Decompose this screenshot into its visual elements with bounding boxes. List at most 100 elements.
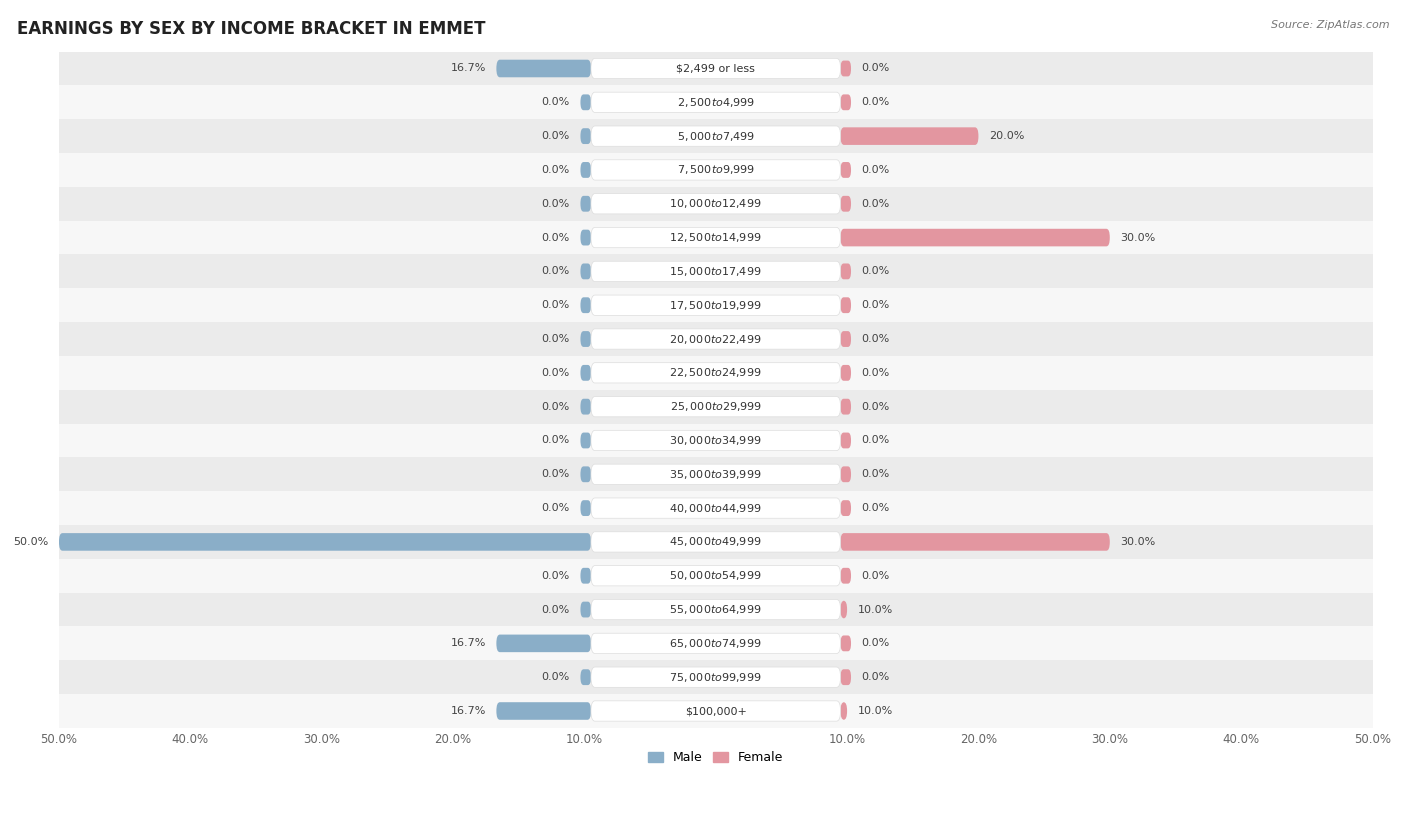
- Text: 0.0%: 0.0%: [862, 334, 890, 344]
- FancyBboxPatch shape: [841, 331, 851, 347]
- Text: $15,000 to $17,499: $15,000 to $17,499: [669, 265, 762, 278]
- Text: 0.0%: 0.0%: [862, 503, 890, 513]
- FancyBboxPatch shape: [581, 263, 591, 280]
- Text: 0.0%: 0.0%: [541, 267, 569, 276]
- FancyBboxPatch shape: [591, 667, 841, 687]
- Text: $22,500 to $24,999: $22,500 to $24,999: [669, 367, 762, 380]
- Bar: [59, 322, 1372, 356]
- Text: 0.0%: 0.0%: [862, 198, 890, 209]
- Text: 0.0%: 0.0%: [862, 571, 890, 580]
- FancyBboxPatch shape: [591, 92, 841, 112]
- FancyBboxPatch shape: [496, 635, 591, 652]
- FancyBboxPatch shape: [841, 467, 851, 482]
- Text: 0.0%: 0.0%: [541, 334, 569, 344]
- Bar: [59, 120, 1372, 153]
- FancyBboxPatch shape: [496, 59, 591, 77]
- Bar: [59, 289, 1372, 322]
- Text: 0.0%: 0.0%: [541, 605, 569, 615]
- FancyBboxPatch shape: [591, 193, 841, 214]
- FancyBboxPatch shape: [581, 94, 591, 111]
- FancyBboxPatch shape: [841, 567, 851, 584]
- Text: $50,000 to $54,999: $50,000 to $54,999: [669, 569, 762, 582]
- Text: 30.0%: 30.0%: [1121, 537, 1156, 547]
- Bar: [59, 424, 1372, 458]
- FancyBboxPatch shape: [841, 636, 851, 651]
- Text: 16.7%: 16.7%: [450, 638, 486, 649]
- FancyBboxPatch shape: [591, 566, 841, 586]
- FancyBboxPatch shape: [581, 298, 591, 313]
- FancyBboxPatch shape: [841, 365, 851, 380]
- Text: $35,000 to $39,999: $35,000 to $39,999: [669, 467, 762, 480]
- Text: EARNINGS BY SEX BY INCOME BRACKET IN EMMET: EARNINGS BY SEX BY INCOME BRACKET IN EMM…: [17, 20, 485, 38]
- Text: 0.0%: 0.0%: [862, 672, 890, 682]
- Text: 10.0%: 10.0%: [858, 605, 893, 615]
- Text: $45,000 to $49,999: $45,000 to $49,999: [669, 536, 762, 549]
- Text: 50.0%: 50.0%: [13, 537, 48, 547]
- Bar: [59, 491, 1372, 525]
- Text: Source: ZipAtlas.com: Source: ZipAtlas.com: [1271, 20, 1389, 30]
- FancyBboxPatch shape: [591, 430, 841, 450]
- Text: 0.0%: 0.0%: [862, 469, 890, 480]
- FancyBboxPatch shape: [581, 229, 591, 246]
- FancyBboxPatch shape: [591, 261, 841, 281]
- FancyBboxPatch shape: [591, 160, 841, 180]
- Bar: [59, 187, 1372, 220]
- FancyBboxPatch shape: [591, 464, 841, 485]
- Text: $12,500 to $14,999: $12,500 to $14,999: [669, 231, 762, 244]
- FancyBboxPatch shape: [581, 196, 591, 211]
- FancyBboxPatch shape: [581, 467, 591, 482]
- Text: 20.0%: 20.0%: [988, 131, 1025, 141]
- Bar: [59, 525, 1372, 559]
- Text: $100,000+: $100,000+: [685, 706, 747, 716]
- FancyBboxPatch shape: [591, 599, 841, 620]
- FancyBboxPatch shape: [841, 669, 851, 685]
- Bar: [59, 153, 1372, 187]
- Legend: Male, Female: Male, Female: [643, 746, 789, 769]
- FancyBboxPatch shape: [841, 433, 851, 449]
- Text: 16.7%: 16.7%: [450, 63, 486, 73]
- FancyBboxPatch shape: [841, 263, 851, 280]
- Text: $20,000 to $22,499: $20,000 to $22,499: [669, 333, 762, 346]
- FancyBboxPatch shape: [496, 702, 591, 720]
- Text: 30.0%: 30.0%: [1121, 233, 1156, 242]
- FancyBboxPatch shape: [591, 126, 841, 146]
- Text: $2,500 to $4,999: $2,500 to $4,999: [676, 96, 755, 109]
- Text: 0.0%: 0.0%: [862, 267, 890, 276]
- FancyBboxPatch shape: [581, 500, 591, 516]
- FancyBboxPatch shape: [591, 59, 841, 79]
- FancyBboxPatch shape: [841, 94, 851, 111]
- Bar: [59, 694, 1372, 728]
- Text: $10,000 to $12,499: $10,000 to $12,499: [669, 198, 762, 211]
- FancyBboxPatch shape: [841, 196, 851, 211]
- Bar: [59, 220, 1372, 254]
- FancyBboxPatch shape: [591, 397, 841, 417]
- FancyBboxPatch shape: [581, 567, 591, 584]
- FancyBboxPatch shape: [59, 533, 591, 550]
- FancyBboxPatch shape: [841, 61, 851, 76]
- Text: 0.0%: 0.0%: [541, 198, 569, 209]
- Text: 0.0%: 0.0%: [541, 300, 569, 311]
- FancyBboxPatch shape: [591, 532, 841, 552]
- Text: 0.0%: 0.0%: [541, 469, 569, 480]
- Text: 0.0%: 0.0%: [862, 436, 890, 446]
- Text: $17,500 to $19,999: $17,500 to $19,999: [669, 298, 762, 311]
- Text: 0.0%: 0.0%: [541, 402, 569, 411]
- Bar: [59, 51, 1372, 85]
- Text: $2,499 or less: $2,499 or less: [676, 63, 755, 73]
- Text: 0.0%: 0.0%: [541, 571, 569, 580]
- Text: 10.0%: 10.0%: [858, 706, 893, 716]
- Bar: [59, 660, 1372, 694]
- Text: $25,000 to $29,999: $25,000 to $29,999: [669, 400, 762, 413]
- Text: $75,000 to $99,999: $75,000 to $99,999: [669, 671, 762, 684]
- Text: 0.0%: 0.0%: [541, 131, 569, 141]
- Text: 0.0%: 0.0%: [862, 638, 890, 649]
- FancyBboxPatch shape: [841, 228, 1109, 246]
- Text: 0.0%: 0.0%: [862, 402, 890, 411]
- FancyBboxPatch shape: [591, 498, 841, 518]
- FancyBboxPatch shape: [591, 329, 841, 349]
- FancyBboxPatch shape: [591, 633, 841, 654]
- Bar: [59, 559, 1372, 593]
- Text: $65,000 to $74,999: $65,000 to $74,999: [669, 637, 762, 650]
- FancyBboxPatch shape: [581, 331, 591, 347]
- FancyBboxPatch shape: [841, 162, 851, 178]
